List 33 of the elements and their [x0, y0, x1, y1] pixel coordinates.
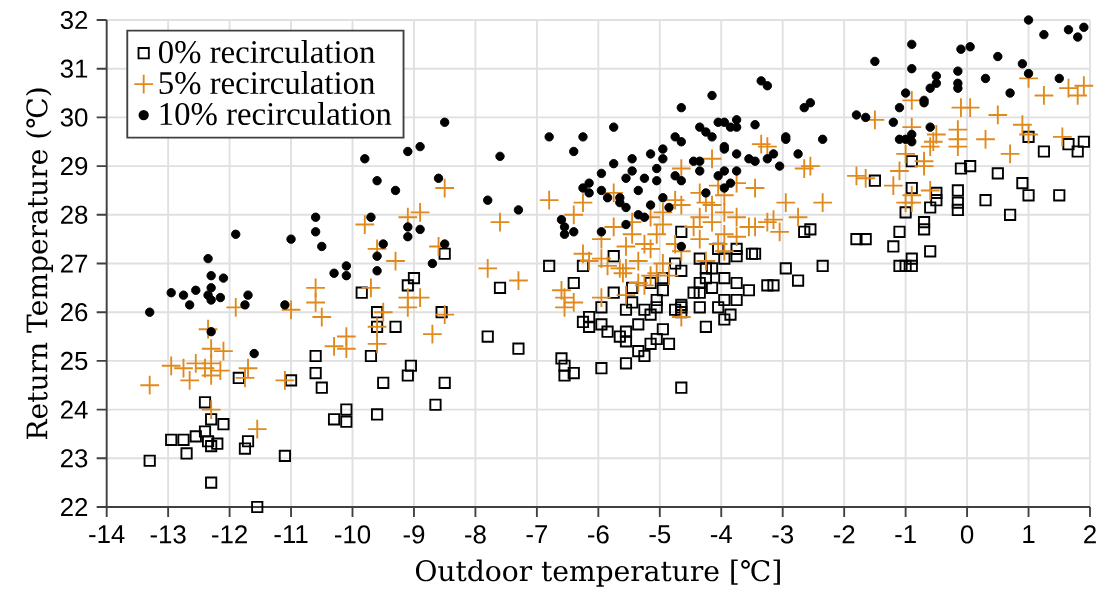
x-tick-label: 1	[1023, 525, 1035, 543]
y-tick-label: 30	[60, 108, 88, 127]
x-tick-label: -11	[274, 525, 308, 543]
x-tick-label: -6	[588, 525, 609, 544]
x-tick-label: -8	[465, 525, 486, 544]
y-tick-label: 27	[61, 254, 88, 273]
x-tick-label: -9	[403, 525, 425, 544]
x-tick-label: -2	[833, 525, 855, 544]
y-tick-label: 24	[61, 400, 88, 419]
y-tick-label: 25	[61, 351, 88, 371]
legend-label: 5% recirculation	[159, 70, 375, 95]
x-tick-label: -13	[150, 525, 186, 544]
x-tick-label: -3	[772, 525, 794, 544]
x-tick-label: -7	[526, 525, 548, 543]
y-tick-label: 26	[61, 303, 88, 322]
legend-label: 0% recirculation	[158, 40, 375, 64]
y-axis-title: Return Temperature (℃)	[25, 88, 54, 440]
x-tick-label: -12	[212, 525, 247, 544]
y-tick-label: 29	[61, 157, 88, 176]
y-tick-label: 31	[60, 59, 88, 78]
x-axis-title: Outdoor temperature [℃]	[415, 559, 780, 587]
legend-label: 10% recirculation	[160, 101, 392, 126]
x-tick-label: -4	[710, 525, 732, 543]
x-tick-label: 0	[960, 525, 974, 544]
y-tick-label: 32	[60, 10, 88, 30]
x-tick-label: -5	[649, 525, 671, 544]
x-tick-label: 2	[1084, 525, 1096, 544]
y-tick-label: 23	[61, 449, 88, 468]
x-tick-label: -14	[89, 525, 125, 543]
y-tick-label: 22	[61, 498, 88, 516]
y-tick-label: 28	[61, 205, 88, 224]
x-tick-label: -10	[335, 525, 371, 544]
x-tick-label: -1	[895, 525, 916, 543]
